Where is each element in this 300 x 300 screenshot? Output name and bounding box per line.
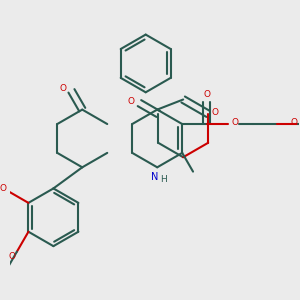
Text: O: O — [212, 108, 219, 117]
Text: H: H — [160, 175, 167, 184]
Text: O: O — [0, 184, 6, 193]
Text: O: O — [290, 118, 297, 127]
Text: O: O — [128, 97, 135, 106]
Text: O: O — [59, 84, 66, 93]
Text: O: O — [231, 118, 238, 127]
Text: O: O — [203, 90, 210, 99]
Text: O: O — [8, 252, 15, 261]
Text: N: N — [151, 172, 159, 182]
